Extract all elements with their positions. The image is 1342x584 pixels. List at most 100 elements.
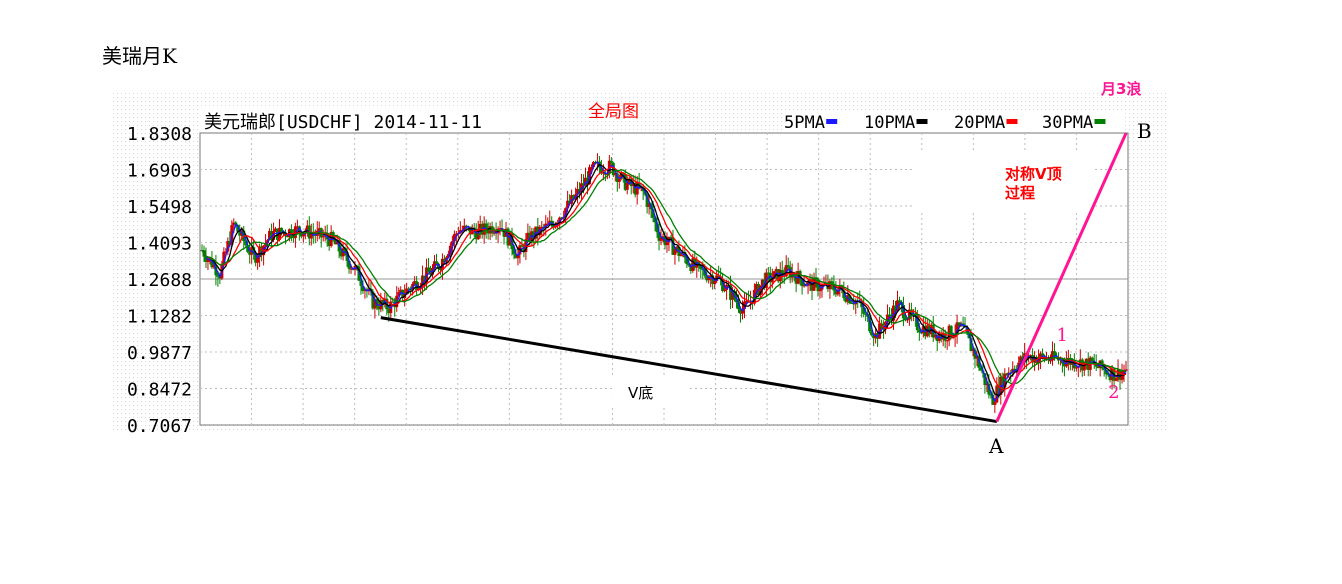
candle-body	[907, 309, 911, 320]
candle-body	[901, 304, 905, 319]
candle-body	[800, 279, 804, 287]
y-tick-label: 1.5498	[127, 197, 192, 218]
candle-body	[893, 305, 897, 312]
candle-body	[687, 264, 691, 266]
candle-body	[794, 276, 798, 284]
candle-body	[915, 316, 919, 331]
candle-body	[697, 261, 701, 265]
candle-body	[609, 160, 613, 163]
candle-body	[725, 284, 729, 290]
candle-body	[615, 173, 619, 182]
candle-body	[474, 231, 478, 240]
candle-body	[737, 302, 741, 310]
annotation-backdrop	[915, 150, 1095, 212]
candle-body	[1019, 356, 1023, 363]
candle-body	[526, 232, 530, 240]
legend-swatch	[826, 119, 838, 124]
candle-body	[890, 316, 894, 321]
candle-body	[387, 309, 391, 314]
y-tick-label: 1.2688	[127, 270, 192, 291]
candle-body	[454, 233, 458, 235]
candle-body	[735, 299, 739, 303]
wave2-label: 2	[1108, 382, 1119, 403]
candle-body	[568, 200, 572, 204]
candle-body	[589, 167, 593, 169]
candle-body	[768, 272, 772, 283]
candle-body	[359, 280, 363, 286]
candle-body	[631, 183, 635, 187]
candle-body	[593, 162, 597, 164]
candle-body	[407, 288, 411, 290]
candle-body	[989, 394, 993, 396]
candle-body	[274, 228, 278, 232]
candle-body	[311, 233, 315, 235]
candle-body	[1052, 351, 1056, 358]
candle-body	[665, 242, 669, 246]
candle-body	[1005, 373, 1009, 376]
candle-body	[236, 225, 240, 232]
candle-body	[679, 254, 683, 256]
candle-body	[289, 229, 293, 237]
candle-body	[552, 224, 556, 228]
candle-body	[617, 178, 621, 182]
candle-body	[870, 331, 874, 336]
candle-body	[258, 246, 262, 258]
wave3-label: 月3浪	[1100, 80, 1141, 98]
candle-body	[413, 281, 417, 285]
candle-body	[244, 241, 248, 246]
candle-body	[514, 254, 518, 259]
candle-body	[343, 248, 347, 253]
y-tick-label: 0.8472	[127, 380, 192, 401]
candle-body	[268, 230, 272, 241]
v-bottom-label: V底	[628, 384, 653, 402]
candle-body	[345, 252, 349, 261]
candle-body	[766, 272, 770, 274]
candle-body	[842, 290, 846, 298]
y-tick-label: 1.6903	[127, 161, 192, 182]
candle-body	[945, 340, 949, 342]
candle-body	[1096, 366, 1100, 369]
candle-body	[476, 228, 480, 240]
candle-body	[663, 236, 667, 246]
candle-body	[216, 275, 220, 277]
symmetric-v-top-label: 对称V顶	[1005, 165, 1062, 183]
legend-label-5pma: 5PMA	[784, 113, 825, 133]
candle-body	[272, 231, 276, 240]
candle-body	[927, 325, 931, 335]
candle-body	[299, 231, 303, 237]
candle-body	[657, 232, 661, 241]
candle-body	[532, 231, 536, 239]
y-axis-ticks: 1.8308 1.6903 1.5498 1.4093 1.2688 1.1282 0.98…	[127, 124, 192, 437]
v-bottom-trendline	[380, 316, 998, 424]
candle-body	[671, 238, 675, 255]
candle-body	[464, 225, 468, 227]
candle-body	[993, 402, 997, 405]
candle-body	[305, 225, 309, 233]
candle-body	[309, 233, 313, 239]
candle-body	[621, 173, 625, 175]
candle-body	[973, 349, 977, 359]
candle-body	[633, 183, 637, 195]
candle-body	[967, 333, 971, 339]
candle-body	[685, 257, 689, 265]
ma20-line	[201, 166, 1126, 391]
candle-body	[834, 290, 838, 295]
candle-body	[862, 307, 866, 314]
candle-body	[397, 292, 401, 296]
candle-body	[434, 261, 438, 264]
candle-body	[661, 236, 665, 238]
candle-body	[405, 288, 409, 295]
candle-body	[933, 334, 937, 338]
y-tick-label: 1.1282	[127, 307, 192, 328]
point-b-label: B	[1137, 119, 1152, 143]
candle-body	[327, 239, 331, 247]
candle-body	[949, 325, 953, 338]
candle-body	[971, 349, 975, 352]
candle-body	[291, 236, 295, 239]
candle-body	[576, 188, 580, 195]
ma30-line	[201, 169, 1127, 385]
candle-body	[872, 335, 876, 339]
candle-body	[446, 254, 450, 258]
candle-body	[421, 275, 425, 286]
candle-body	[363, 289, 367, 292]
